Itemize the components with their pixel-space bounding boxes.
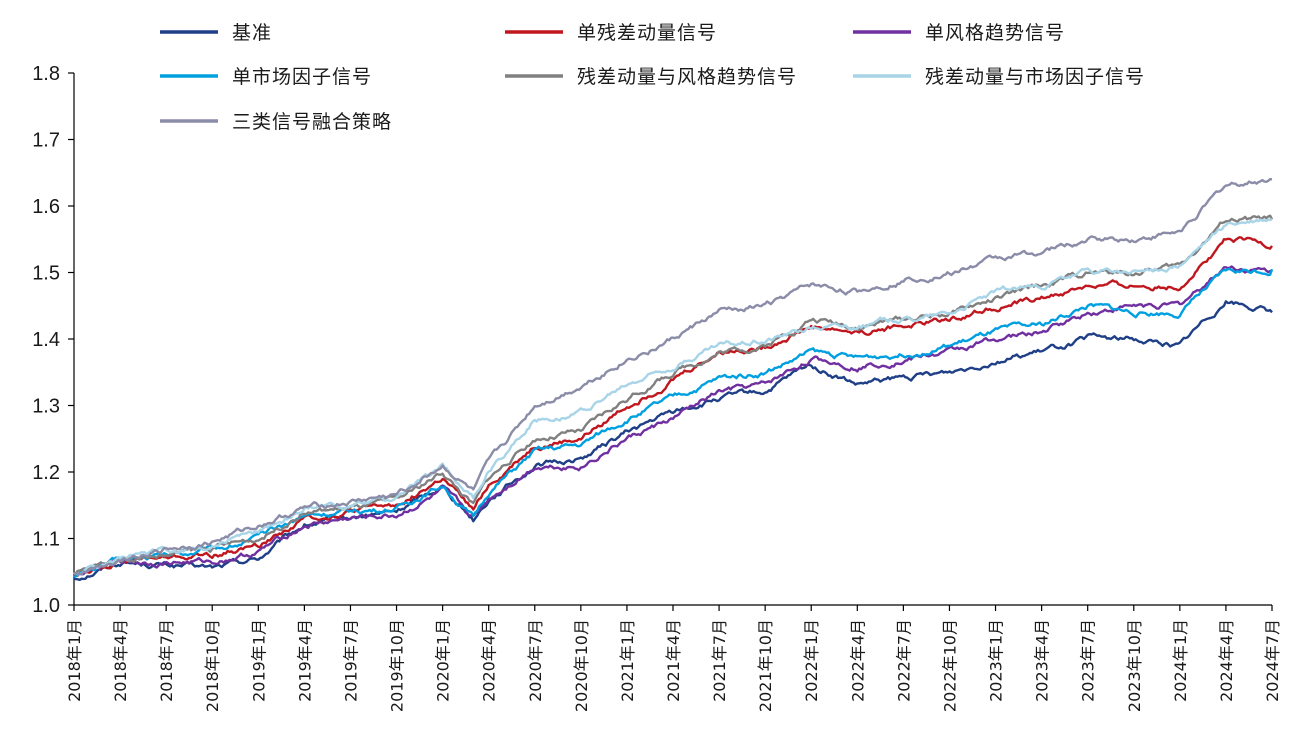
series-line-2 [73, 265, 1273, 578]
x-tick-label: 2019年1月 [249, 619, 268, 702]
x-tick-label: 2023年4月 [1033, 619, 1052, 702]
x-tick-label: 2020年4月 [480, 619, 499, 702]
series-line-3 [73, 267, 1274, 579]
series-line-4 [73, 214, 1274, 575]
y-axis: 1.0 1.1 1.2 1.3 1.4 1.5 1.6 1.7 1.8 [32, 63, 75, 617]
legend-label: 残差动量与风格趋势信号 [577, 66, 797, 88]
x-tick-label: 2022年10月 [940, 619, 959, 712]
series-line-0 [73, 300, 1273, 582]
x-tick-label: 2024年1月 [1171, 619, 1190, 702]
legend-label: 单残差动量信号 [577, 22, 717, 44]
x-tick-label: 2019年4月 [295, 619, 314, 702]
series-line-6 [73, 177, 1273, 576]
series-lines [73, 177, 1274, 582]
x-tick-label: 2020年10月 [572, 619, 591, 712]
legend-label: 基准 [232, 22, 272, 44]
x-tick-label: 2023年1月 [987, 619, 1006, 702]
x-tick-label: 2021年7月 [710, 619, 729, 702]
y-tick-label: 1.2 [32, 462, 60, 484]
series-line-1 [74, 236, 1273, 578]
x-tick-label: 2021年1月 [618, 619, 637, 702]
x-tick-label: 2019年10月 [388, 619, 407, 712]
x-tick-label: 2024年7月 [1263, 619, 1282, 702]
x-tick-label: 2022年1月 [802, 619, 821, 702]
x-tick-label: 2020年7月 [526, 619, 545, 702]
legend-label: 单市场因子信号 [232, 66, 372, 88]
x-tick-label: 2023年7月 [1079, 619, 1098, 702]
x-tick-label: 2018年4月 [111, 619, 130, 702]
y-tick-label: 1.5 [32, 263, 60, 285]
x-tick-label: 2019年7月 [341, 619, 360, 702]
x-tick-label: 2024年4月 [1217, 619, 1236, 702]
x-tick-label: 2021年4月 [664, 619, 683, 702]
legend-label: 三类信号融合策略 [232, 111, 392, 133]
y-tick-label: 1.7 [32, 130, 60, 152]
x-tick-label: 2023年10月 [1125, 619, 1144, 712]
legend-label: 单风格趋势信号 [925, 22, 1065, 44]
y-tick-label: 1.6 [32, 196, 60, 218]
y-tick-label: 1.3 [32, 396, 60, 418]
y-tick-label: 1.8 [32, 63, 60, 85]
x-tick-label: 2021年10月 [756, 619, 775, 712]
y-tick-label: 1.1 [32, 529, 60, 551]
y-tick-label: 1.0 [32, 595, 60, 617]
x-tick-label: 2022年4月 [848, 619, 867, 702]
x-axis: 2018年1月 2018年4月 2018年7月 2018年10月 2019年1月 2019… [65, 604, 1282, 712]
x-tick-label: 2018年7月 [157, 619, 176, 702]
x-tick-label: 2022年7月 [894, 619, 913, 702]
legend-label: 残差动量与市场因子信号 [925, 66, 1145, 88]
x-tick-label: 2020年1月 [434, 619, 453, 702]
series-line-5 [73, 218, 1273, 576]
y-tick-label: 1.4 [32, 329, 60, 351]
x-tick-label: 2018年10月 [203, 619, 222, 712]
x-tick-label: 2018年1月 [65, 619, 84, 702]
